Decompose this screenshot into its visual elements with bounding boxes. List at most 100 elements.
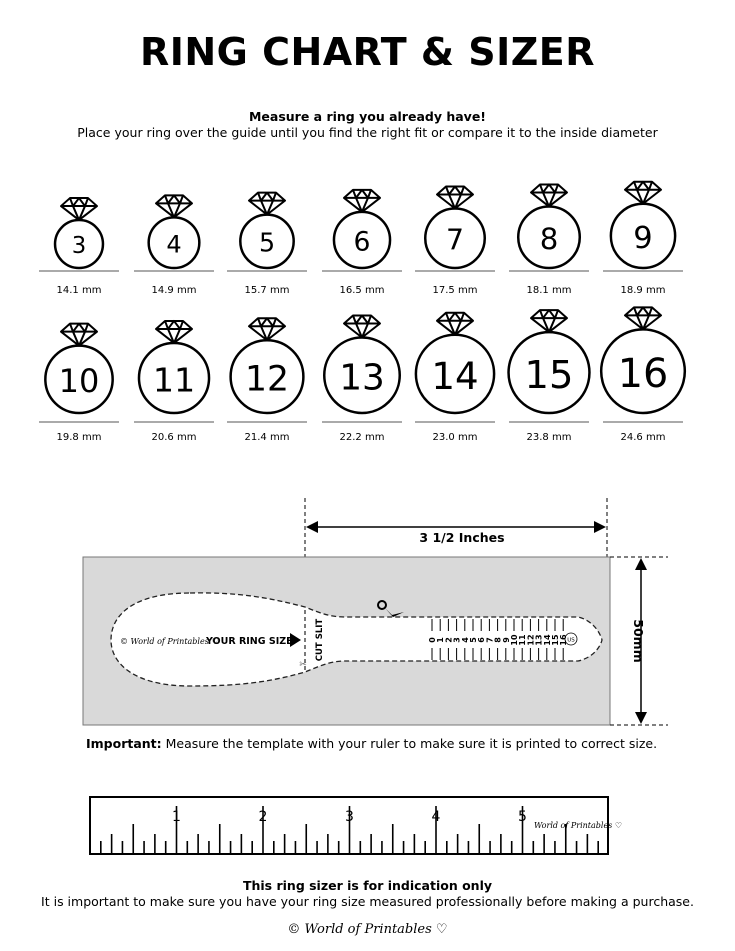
scissors-icon: [377, 600, 404, 617]
ring-item: 16 24.6 mm: [599, 306, 687, 443]
ring-size-number: 4: [166, 230, 181, 258]
ring-size-number: 9: [633, 221, 652, 256]
ring-diameter-label: 24.6 mm: [621, 432, 666, 443]
diamond-icon: [624, 180, 662, 205]
sizer-brand-logo: © World of Printables ♡: [120, 637, 219, 646]
scale-label: 6: [477, 637, 486, 643]
ring-item: 13 22.2 mm: [322, 314, 402, 443]
ring-diameter-label: 16.5 mm: [340, 285, 385, 296]
ring-diameter-label: 15.7 mm: [245, 285, 290, 296]
sizer-cutout: [110, 592, 603, 687]
ring-diameter-label: 18.9 mm: [621, 285, 666, 296]
size-scale: 0 1 2 3 4 5 6 7 8 9 10 11 12 13 14 15 16: [428, 619, 568, 660]
ring-diameter-label: 20.6 mm: [152, 432, 197, 443]
ring-sizer-template: 3 1/2 Inches 50mm ✂ © World of Printable…: [82, 498, 668, 726]
ring-size-number: 3: [72, 233, 86, 259]
ring-item: 4 14.9 mm: [134, 194, 214, 296]
scale-label: 13: [535, 634, 544, 645]
disclaimer-text: It is important to make sure you have yo…: [41, 894, 694, 909]
width-dimension: 3 1/2 Inches: [304, 498, 608, 557]
ruler-inch-label: 4: [432, 809, 441, 825]
ruler-inch-label: 2: [259, 809, 268, 825]
ring-chart: 3 14.1 mm 4 14.9 mm 5 15.7 mm 6 16.5 mm 7 17.5 mm…: [39, 180, 687, 443]
diamond-icon: [343, 188, 381, 213]
ring-item: 11 20.6 mm: [134, 319, 214, 443]
ring-diameter-label: 19.8 mm: [57, 432, 102, 443]
diamond-icon: [436, 185, 474, 210]
scale-label: 2: [444, 637, 453, 643]
scale-label: 16: [559, 634, 568, 646]
important-text: Measure the template with your ruler to …: [161, 736, 658, 751]
scale-label: 10: [510, 634, 519, 646]
scissors-small-icon: ✂: [299, 660, 307, 670]
important-note: Important: Measure the template with you…: [86, 736, 657, 751]
scale-label: 4: [461, 637, 470, 643]
width-label: 3 1/2 Inches: [419, 530, 504, 545]
ring-diameter-label: 23.8 mm: [527, 432, 572, 443]
page-title: RING CHART & SIZER: [139, 30, 596, 74]
ruler-brand-logo: World of Printables ♡: [534, 821, 622, 830]
diamond-icon: [343, 314, 381, 339]
ring-size-number: 15: [525, 353, 574, 398]
ring-item: 6 16.5 mm: [322, 188, 402, 296]
scale-label: 15: [551, 634, 560, 646]
ring-diameter-label: 17.5 mm: [433, 285, 478, 296]
ring-size-number: 10: [59, 362, 100, 400]
ring-size-number: 16: [618, 351, 669, 397]
scale-label: 14: [543, 634, 552, 646]
footer-brand-logo: © World of Printables ♡: [287, 922, 448, 937]
ruler-inch-label: 5: [518, 809, 527, 825]
ring-size-number: 13: [339, 358, 385, 399]
scale-label: 3: [453, 637, 462, 643]
ring-diameter-label: 21.4 mm: [245, 432, 290, 443]
subtitle: Place your ring over the guide until you…: [77, 125, 658, 140]
diamond-icon: [624, 306, 662, 331]
subtitle-bold: Measure a ring you already have!: [248, 109, 486, 124]
diamond-icon: [60, 322, 98, 347]
scale-label: 8: [494, 637, 503, 643]
ring-item: 14 23.0 mm: [414, 311, 496, 443]
your-ring-size-label: YOUR RING SIZE: [205, 636, 293, 647]
ring-item: 9 18.9 mm: [603, 180, 683, 296]
ring-size-number: 6: [354, 227, 371, 258]
ring-size-number: 14: [431, 355, 478, 398]
diamond-icon: [530, 183, 568, 208]
scale-label: 9: [502, 637, 511, 643]
scale-label: 7: [485, 637, 494, 643]
scale-label: 12: [526, 634, 535, 645]
diamond-icon: [248, 317, 286, 342]
ring-item: 15 23.8 mm: [507, 309, 591, 443]
ring-diameter-label: 14.9 mm: [152, 285, 197, 296]
diamond-icon: [60, 197, 98, 222]
ring-diameter-label: 22.2 mm: [340, 432, 385, 443]
diamond-icon: [155, 319, 193, 344]
ring-diameter-label: 14.1 mm: [57, 285, 102, 296]
cut-slit-label: CUT SLIT: [315, 619, 325, 662]
diamond-icon: [436, 311, 474, 336]
scale-label: 0: [428, 637, 437, 643]
height-label: 50mm: [631, 619, 646, 662]
ring-diameter-label: 23.0 mm: [433, 432, 478, 443]
scale-label: 11: [518, 634, 527, 646]
ring-item: 7 17.5 mm: [415, 185, 495, 296]
ring-item: 3 14.1 mm: [39, 197, 119, 296]
diamond-icon: [155, 194, 193, 219]
ring-item: 5 15.7 mm: [227, 191, 307, 296]
height-dimension: 50mm: [610, 556, 668, 726]
inch-ruler: 1 2 3 4 5 World of Printables ♡: [89, 796, 622, 855]
diamond-icon: [530, 309, 568, 334]
ring-size-number: 5: [259, 227, 275, 257]
ring-item: 12 21.4 mm: [227, 317, 307, 443]
disclaimer-title: This ring sizer is for indication only: [242, 878, 493, 893]
us-badge-label: US: [567, 638, 575, 644]
scale-label: 5: [469, 637, 478, 643]
diamond-icon: [248, 191, 286, 216]
ring-item: 8 18.1 mm: [509, 183, 589, 296]
ring-diameter-label: 18.1 mm: [527, 285, 572, 296]
ring-size-number: 7: [446, 224, 464, 257]
ring-size-number: 12: [245, 359, 289, 399]
us-badge: [564, 632, 578, 646]
ring-size-number: 11: [153, 360, 195, 399]
ring-size-number: 8: [540, 222, 559, 256]
scale-label: 1: [436, 637, 445, 643]
